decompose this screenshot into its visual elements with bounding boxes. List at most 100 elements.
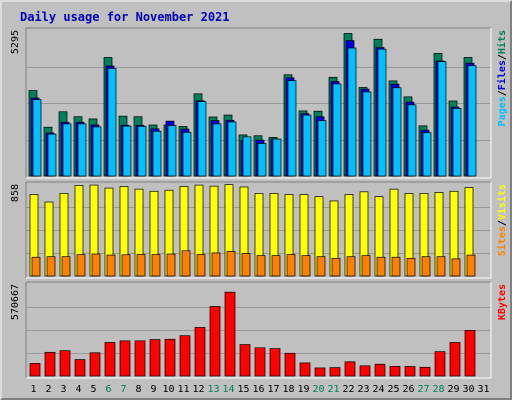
bar-sites-day-16 [256,255,266,277]
bar-pages-day-20 [317,120,327,177]
bar-sites-day-11 [181,250,191,277]
bar-kbytes-day-11 [179,335,191,377]
y-max-label: 858 [10,184,21,202]
bar-pages-day-19 [302,114,312,177]
bar-sites-day-22 [346,256,356,277]
y-max-label: 570667 [10,284,21,320]
bar-pages-day-7 [122,125,132,177]
x-tick-label: 30 [462,384,474,395]
bar-pages-day-28 [437,61,447,177]
y-axis-label-part: / [497,220,508,226]
bar-sites-day-20 [316,256,326,277]
bar-sites-day-18 [286,254,296,277]
x-tick-label: 7 [120,384,126,395]
bar-sites-day-9 [151,254,161,277]
bar-sites-day-15 [241,253,251,277]
bar-kbytes-day-13 [209,306,221,377]
bar-kbytes-day-2 [44,351,56,377]
bar-sites-day-14 [226,250,236,277]
bar-pages-day-25 [392,87,402,177]
bar-kbytes-day-1 [29,363,41,377]
y-axis-label: Sites/Visits [496,184,508,256]
x-tick-label: 22 [342,384,354,395]
bar-sites-day-23 [361,255,371,277]
bar-kbytes-day-16 [254,347,266,377]
x-tick-label: 16 [252,384,264,395]
bar-sites-day-28 [436,256,446,277]
x-tick-label: 4 [75,384,81,395]
bar-pages-day-17 [272,138,282,177]
y-axis-label-part: KBytes [497,284,508,320]
x-tick-label: 24 [372,384,384,395]
x-tick-label: 15 [237,384,249,395]
bar-pages-day-15 [242,136,252,177]
bar-pages-day-5 [92,126,102,177]
x-tick-label: 13 [207,384,219,395]
x-tick-label: 18 [282,384,294,395]
bar-pages-day-23 [362,91,372,177]
bar-sites-day-2 [46,256,56,277]
bar-kbytes-day-20 [314,367,326,377]
y-axis-label: Pages/Files/Hits [496,30,508,126]
bar-kbytes-day-8 [134,340,146,377]
chart-panel-3: 570667 KBytes [10,281,508,379]
bar-sites-day-4 [76,254,86,277]
bar-kbytes-day-18 [284,352,296,377]
bar-kbytes-day-5 [89,352,101,377]
bar-pages-day-30 [467,65,477,177]
bar-pages-day-13 [212,123,222,177]
x-tick-label: 8 [135,384,141,395]
y-axis-label-part: / [497,54,508,60]
bar-sites-day-5 [91,253,101,277]
bar-kbytes-day-19 [299,362,311,377]
bar-pages-day-2 [47,133,57,177]
x-tick-label: 28 [432,384,444,395]
x-tick-label: 11 [177,384,189,395]
bar-kbytes-day-27 [419,366,431,377]
bar-kbytes-day-24 [374,363,386,377]
bar-pages-day-21 [332,83,342,177]
x-tick-label: 17 [267,384,279,395]
x-tick-label: 25 [387,384,399,395]
page-title: Daily usage for November 2021 [20,10,230,24]
bar-pages-day-14 [227,121,237,177]
bar-kbytes-day-10 [164,338,176,377]
y-axis-label: KBytes [497,284,508,320]
bar-kbytes-day-15 [239,344,251,377]
bar-sites-day-19 [301,255,311,277]
x-tick-label: 10 [162,384,174,395]
bar-pages-day-29 [452,108,462,177]
x-tick-label: 26 [402,384,414,395]
bar-kbytes-day-23 [359,365,371,377]
bar-kbytes-day-28 [434,351,446,377]
chart-panel-2: 858 Sites/Visits [10,181,508,279]
bar-pages-day-22 [347,47,357,177]
x-tick-label: 3 [60,384,66,395]
y-axis-label-part: Pages [497,96,508,126]
bar-pages-day-18 [287,80,297,177]
x-tick-label: 14 [222,384,234,395]
bar-pages-day-6 [107,68,117,177]
bar-sites-day-30 [466,254,476,277]
x-tick-label: 29 [447,384,459,395]
bar-pages-day-4 [77,123,87,177]
bar-sites-day-21 [331,257,341,277]
bar-kbytes-day-17 [269,348,281,377]
bar-sites-day-29 [451,258,461,277]
x-tick-label: 20 [312,384,324,395]
x-tick-label: 5 [90,384,96,395]
bar-pages-day-3 [62,123,72,177]
bar-sites-day-3 [61,256,71,277]
bar-kbytes-day-3 [59,350,71,377]
bar-sites-day-1 [31,256,41,277]
bar-pages-day-1 [32,99,42,177]
bar-sites-day-26 [406,257,416,277]
bar-pages-day-24 [377,48,387,177]
x-tick-label: 2 [45,384,51,395]
bar-sites-day-17 [271,255,281,277]
y-axis-label-part: Files [496,60,508,90]
bar-kbytes-day-9 [149,339,161,377]
bar-kbytes-day-14 [224,291,236,377]
y-max-label: 5295 [10,30,21,54]
